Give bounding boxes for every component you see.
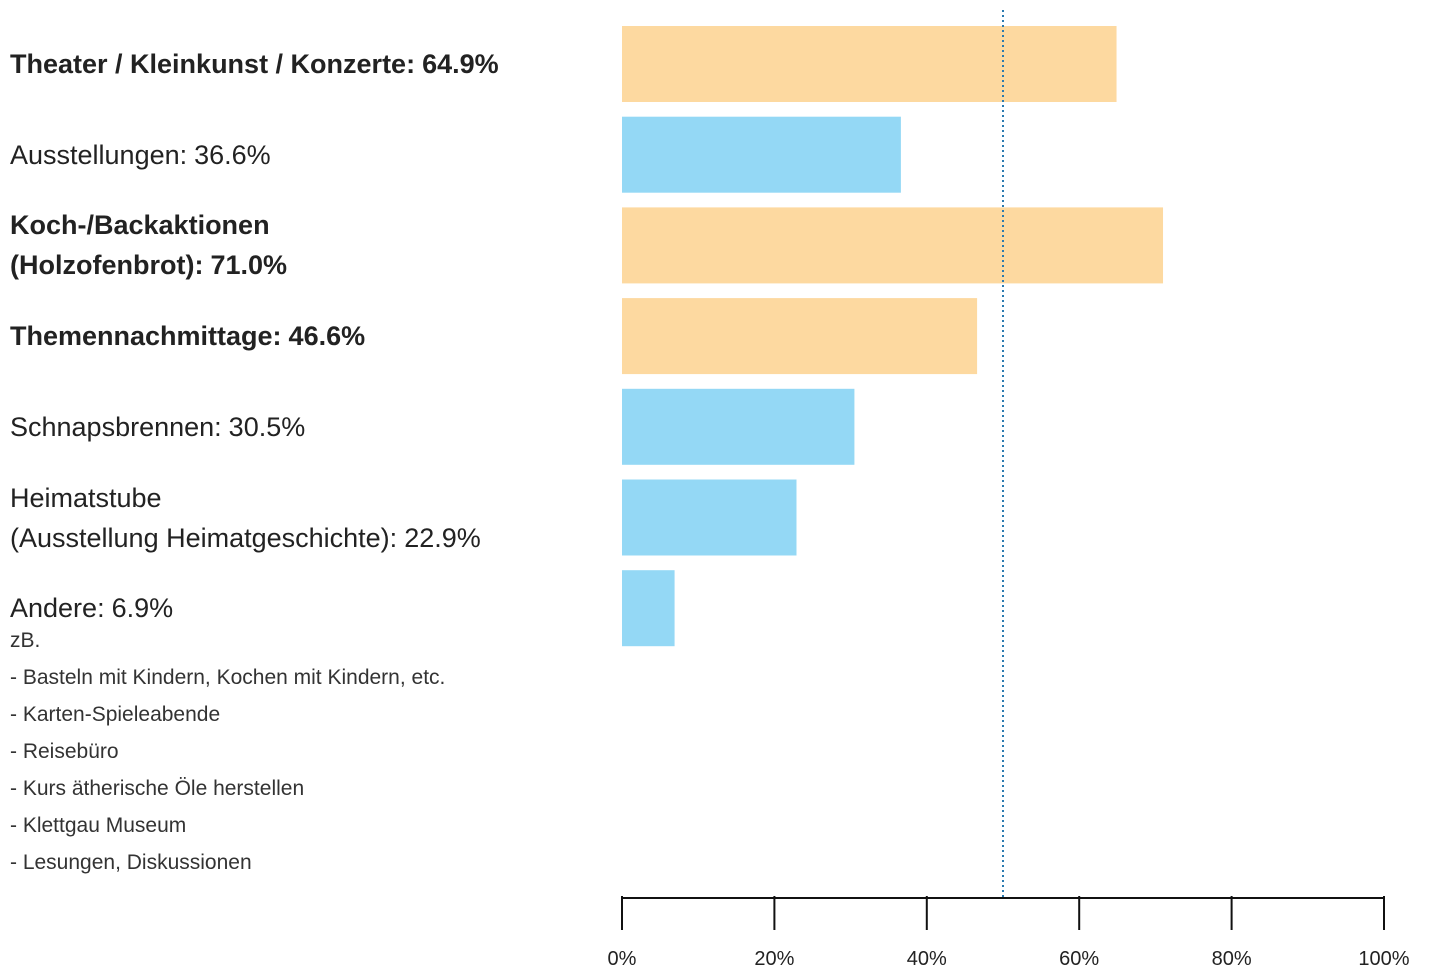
- x-tick-label: 100%: [1358, 948, 1409, 968]
- label-text: Ausstellungen: 36.6%: [10, 135, 271, 175]
- bar: [622, 116, 901, 193]
- category: Schnapsbrennen:: [10, 411, 222, 442]
- bar: [622, 26, 1117, 102]
- category: Andere:: [10, 593, 105, 624]
- x-tick-label: 80%: [1212, 948, 1252, 968]
- note-intro: zB.: [10, 629, 41, 652]
- note-item: - Karten-Spieleabende: [10, 703, 221, 726]
- bar: [622, 298, 978, 375]
- x-tick-label: 20%: [754, 948, 794, 968]
- bar: [622, 207, 1164, 284]
- note-item: - Basteln mit Kindern, Kochen mit Kinder…: [10, 666, 446, 689]
- note: zB. - Basteln mit Kindern, Kochen mit Kin…: [10, 622, 445, 881]
- label-text: Themennachmittage: 46.6%: [10, 316, 365, 356]
- x-tick-label: 40%: [907, 948, 947, 968]
- category: Theater / Kleinkunst / Konzerte:: [10, 49, 416, 79]
- bar: [622, 479, 797, 556]
- note-item: - Reisebüro: [10, 740, 119, 763]
- x-tick-label: 60%: [1059, 948, 1099, 968]
- bar-label: Schnapsbrennen: 30.5%: [10, 389, 305, 465]
- category: Koch-/Backaktionen (Holzofenbrot):: [10, 210, 270, 281]
- label-text: Heimatstube (Ausstellung Heimatgeschicht…: [10, 478, 481, 558]
- note-item: - Kurs ätherische Öle herstellen: [10, 777, 305, 800]
- bar-label: Andere: 6.9%: [10, 570, 173, 646]
- value-label: 64.9%: [422, 49, 499, 79]
- bar-label: Heimatstube (Ausstellung Heimatgeschicht…: [10, 480, 481, 556]
- label-text: Schnapsbrennen: 30.5%: [10, 407, 305, 447]
- bar: [622, 388, 855, 465]
- bar-label: Ausstellungen: 36.6%: [10, 117, 271, 193]
- category: Heimatstube (Ausstellung Heimatgeschicht…: [10, 482, 398, 553]
- category: Ausstellungen:: [10, 139, 188, 170]
- value-label: 36.6%: [194, 139, 271, 170]
- value-label: 46.6%: [288, 321, 366, 352]
- bar: [622, 570, 675, 647]
- label-text: Theater / Kleinkunst / Konzerte: 64.9%: [10, 44, 499, 84]
- bar-label: Koch-/Backaktionen (Holzofenbrot): 71.0%: [10, 207, 287, 283]
- x-tick-label: 0%: [608, 948, 637, 968]
- value-label: 6.9%: [111, 593, 174, 624]
- value-label: 30.5%: [228, 411, 306, 442]
- bar-label: Themennachmittage: 46.6%: [10, 298, 365, 374]
- value-label: 22.9%: [404, 522, 481, 553]
- bar-label: Theater / Kleinkunst / Konzerte: 64.9%: [10, 26, 499, 102]
- category: Themennachmittage:: [10, 321, 282, 352]
- label-text: Koch-/Backaktionen (Holzofenbrot): 71.0%: [10, 205, 287, 285]
- value-label: 71.0%: [210, 250, 288, 281]
- note-item: - Klettgau Museum: [10, 814, 187, 837]
- note-item: - Lesungen, Diskussionen: [10, 851, 252, 874]
- label-text: Andere: 6.9%: [10, 588, 173, 628]
